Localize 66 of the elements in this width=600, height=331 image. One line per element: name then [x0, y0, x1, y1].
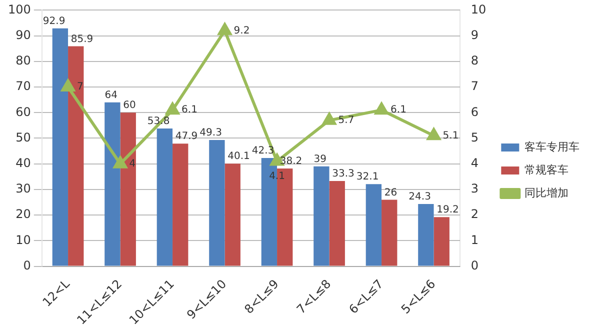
bar	[314, 166, 330, 266]
y-tick-label: 100	[8, 2, 31, 16]
y2-tick-label: 6	[470, 104, 479, 119]
point	[114, 156, 127, 168]
y2-tick-label: 10	[470, 2, 486, 16]
y-tick-label: 40	[16, 156, 31, 170]
bar	[120, 112, 136, 266]
bar	[329, 181, 345, 266]
y-tick-label: 10	[16, 232, 31, 247]
data-label: 92.9	[42, 16, 66, 27]
data-label: 40.1	[228, 151, 250, 162]
data-label: 47.9	[175, 131, 198, 142]
bar	[104, 102, 120, 266]
bar	[382, 200, 398, 266]
data-label: 5.7	[338, 114, 354, 126]
bar	[172, 144, 188, 266]
data-label: 6.1	[390, 104, 406, 116]
data-label: 24.3	[408, 192, 431, 203]
bar	[418, 204, 434, 266]
y-tick-label: 30	[16, 182, 31, 196]
y2-tick-label: 4	[470, 156, 479, 170]
y2-tick-label: 9	[470, 28, 479, 42]
data-label: 39	[314, 154, 326, 165]
y-tick-label: 50	[16, 130, 31, 144]
point	[218, 23, 232, 36]
bar	[68, 46, 84, 266]
y-tick-label: 90	[16, 28, 31, 42]
point	[322, 112, 336, 125]
bar	[366, 184, 382, 266]
legend-label: 常规客车	[524, 163, 569, 176]
bar	[52, 28, 68, 266]
bar	[156, 128, 173, 266]
y-tick-label: 80	[16, 54, 31, 68]
y-tick-label: 60	[16, 104, 31, 119]
data-label: 5.1	[442, 130, 459, 142]
point	[374, 102, 388, 115]
y2-tick-label: 2	[470, 207, 479, 222]
bar	[224, 164, 240, 266]
y2-tick-label: 8	[470, 54, 479, 68]
point	[61, 80, 75, 92]
data-label: 64	[104, 90, 118, 101]
data-label: 85.9	[70, 34, 94, 45]
data-label: 49.3	[200, 128, 222, 139]
y2-tick-label: 0	[470, 258, 479, 272]
y-tick-label: 20	[16, 207, 31, 222]
data-label: 19.2	[436, 204, 459, 216]
data-label: 4	[129, 158, 136, 170]
legend-label: 同比增加	[524, 186, 569, 200]
point	[166, 102, 180, 115]
legend-label: 客车专用车	[524, 140, 580, 154]
y2-tick-label: 7	[470, 79, 479, 94]
bar	[209, 140, 225, 266]
data-label: 60	[123, 100, 136, 112]
y-tick-label: 0	[23, 258, 31, 272]
data-label: 32.1	[356, 172, 379, 183]
data-label: 6.1	[182, 104, 198, 116]
y2-tick-label: 5	[470, 130, 479, 144]
point	[427, 128, 440, 140]
data-label: 33.3	[332, 168, 354, 180]
bar	[434, 217, 450, 266]
y2-tick-label: 1	[470, 232, 479, 247]
data-label: 7	[77, 82, 84, 93]
data-label: 9.2	[234, 25, 250, 36]
y2-tick-label: 3	[470, 182, 479, 196]
data-label: 26	[384, 187, 398, 198]
y-tick-label: 70	[16, 79, 31, 94]
